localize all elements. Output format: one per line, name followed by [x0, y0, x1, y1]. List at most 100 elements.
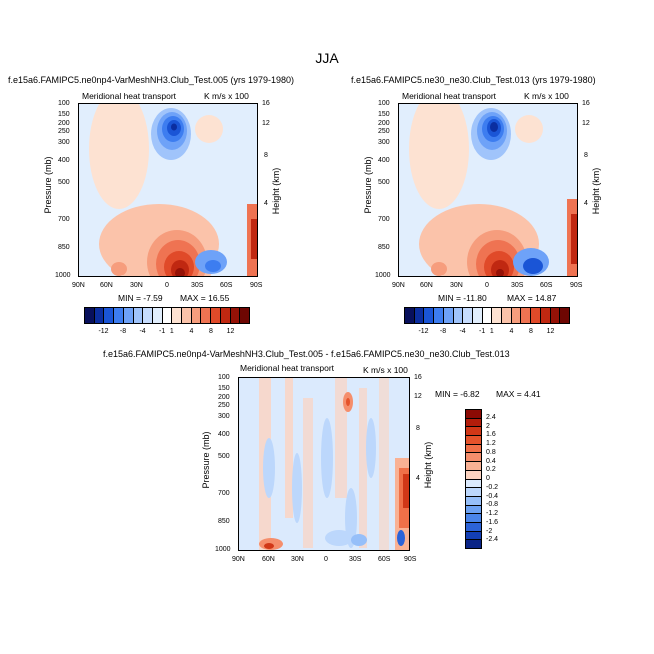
panel3-htick: 8 [416, 425, 420, 432]
colorbar-label: 1 [489, 328, 494, 335]
colorbar-label: 4 [509, 328, 514, 335]
colorbar-swatch [472, 308, 483, 323]
colorbar-swatch [201, 308, 212, 323]
colorbar-label: -1.6 [486, 518, 499, 526]
panel1-ptick: 400 [58, 157, 70, 164]
panel1-min: MIN = -7.59 [118, 293, 163, 303]
colorbar-swatch [172, 308, 183, 323]
panel2-lat-tick: 90S [570, 282, 583, 289]
panel3-case-title: f.e15a6.FAMIPC5.ne0np4-VarMeshNH3.Club_T… [103, 349, 510, 359]
colorbar-swatch [443, 308, 454, 323]
panel3-ptick: 1000 [215, 546, 231, 553]
colorbar-main-left [84, 307, 250, 324]
panel3-min: MIN = -6.82 [435, 389, 480, 399]
colorbar-label: 1.2 [486, 440, 496, 447]
panel2-htick: 4 [584, 200, 588, 207]
panel3-units: K m/s x 100 [363, 365, 408, 375]
panel3-htick: 12 [414, 393, 422, 400]
colorbar-swatch [414, 308, 425, 323]
colorbar-swatch [466, 522, 481, 532]
panel2-ylabel-right: Height (km) [591, 167, 601, 215]
panel2-case-title: f.e15a6.FAMIPC5.ne30_ne30.Club_Test.013 … [351, 75, 596, 85]
colorbar-swatch [466, 496, 481, 506]
colorbar-label: -1 [478, 328, 486, 335]
panel2-max: MAX = 14.87 [507, 293, 557, 303]
panel2-lat-tick: 30N [450, 282, 463, 289]
panel3-lat-tick: 90N [232, 556, 245, 563]
colorbar-label: 0.4 [486, 457, 496, 465]
panel1-lat-tick: 60S [220, 282, 233, 289]
colorbar-label: -8 [439, 328, 447, 335]
panel1-contour-map [79, 104, 257, 276]
colorbar-swatch [550, 308, 561, 323]
panel1-units: K m/s x 100 [204, 91, 249, 101]
panel3-ptick: 850 [218, 518, 230, 525]
panel1-ylabel-left: Pressure (mb) [43, 156, 53, 214]
panel2-upper-negative-center [471, 108, 511, 160]
figure-title: JJA [315, 50, 339, 66]
colorbar-swatch [114, 308, 124, 323]
colorbar-label: 8 [528, 328, 533, 335]
colorbar-swatch [104, 308, 115, 323]
panel1-case-title: f.e15a6.FAMIPC5.ne0np4-VarMeshNH3.Club_T… [8, 75, 294, 85]
panel3-lat-tick: 0 [324, 556, 328, 563]
panel2-htick: 12 [582, 120, 590, 127]
panel1-htick: 4 [264, 200, 268, 207]
panel3-htick: 4 [416, 475, 420, 482]
colorbar-swatch [434, 308, 444, 323]
panel1-ptick: 300 [58, 139, 70, 146]
panel1-ylabel-right: Height (km) [271, 167, 281, 215]
panel3-ptick: 150 [218, 385, 230, 392]
panel3-htick: 16 [414, 374, 422, 381]
panel3-ptick: 300 [218, 413, 230, 420]
panel3-ptick: 400 [218, 431, 230, 438]
panel2-lat-tick: 30S [511, 282, 524, 289]
colorbar-swatch [511, 308, 522, 323]
panel1-lat-tick: 60N [100, 282, 113, 289]
panel2-ptick: 700 [378, 216, 390, 223]
panel3-ptick: 700 [218, 490, 230, 497]
colorbar-swatch [466, 453, 481, 463]
panel1-ptick: 150 [58, 111, 70, 118]
colorbar-swatch [123, 308, 134, 323]
colorbar-swatch [211, 308, 221, 323]
panel1-lower-positive-center [138, 219, 214, 276]
panel2-ptick: 500 [378, 179, 390, 186]
colorbar-swatch [466, 488, 481, 497]
colorbar-label: -2 [486, 527, 493, 535]
panel3-lat-tick: 60N [262, 556, 275, 563]
panel3-ptick: 200 [218, 394, 230, 401]
colorbar-swatch [463, 308, 473, 323]
colorbar-label: -12 [98, 328, 109, 335]
panel2-htick: 16 [582, 100, 590, 107]
colorbar-swatch [143, 308, 153, 323]
colorbar-label: 0 [486, 475, 490, 482]
panel2-ptick: 400 [378, 157, 390, 164]
panel1-ptick: 1000 [55, 272, 71, 279]
colorbar-label: -4 [459, 328, 466, 335]
colorbar-swatch [466, 436, 481, 445]
colorbar-swatch [152, 308, 163, 323]
panel2-lat-tick: 0 [485, 282, 489, 289]
colorbar-label: 12 [546, 328, 555, 335]
colorbar-swatch [424, 308, 435, 323]
colorbar-swatch [466, 427, 481, 437]
panel3-max: MAX = 4.41 [496, 389, 541, 399]
colorbar-swatch [466, 505, 481, 515]
colorbar-swatch [466, 418, 481, 428]
colorbar-label: -0.2 [486, 483, 499, 491]
panel2-ptick: 200 [378, 120, 390, 127]
panel2-lat-tick: 90N [392, 282, 405, 289]
panel1-htick: 16 [262, 100, 270, 107]
colorbar-swatch [560, 308, 569, 323]
colorbar-label: 0.2 [486, 466, 496, 474]
colorbar-swatch [540, 308, 551, 323]
panel1-lat-tick: 0 [165, 282, 169, 289]
panel2-lat-tick: 60S [540, 282, 553, 289]
panel1-contour-plot [78, 103, 258, 277]
colorbar-label: 2 [486, 422, 490, 430]
panel3-lat-tick: 90S [404, 556, 417, 563]
colorbar-swatch [466, 444, 481, 454]
panel1-ptick: 100 [58, 100, 70, 107]
colorbar-swatch [466, 410, 481, 419]
